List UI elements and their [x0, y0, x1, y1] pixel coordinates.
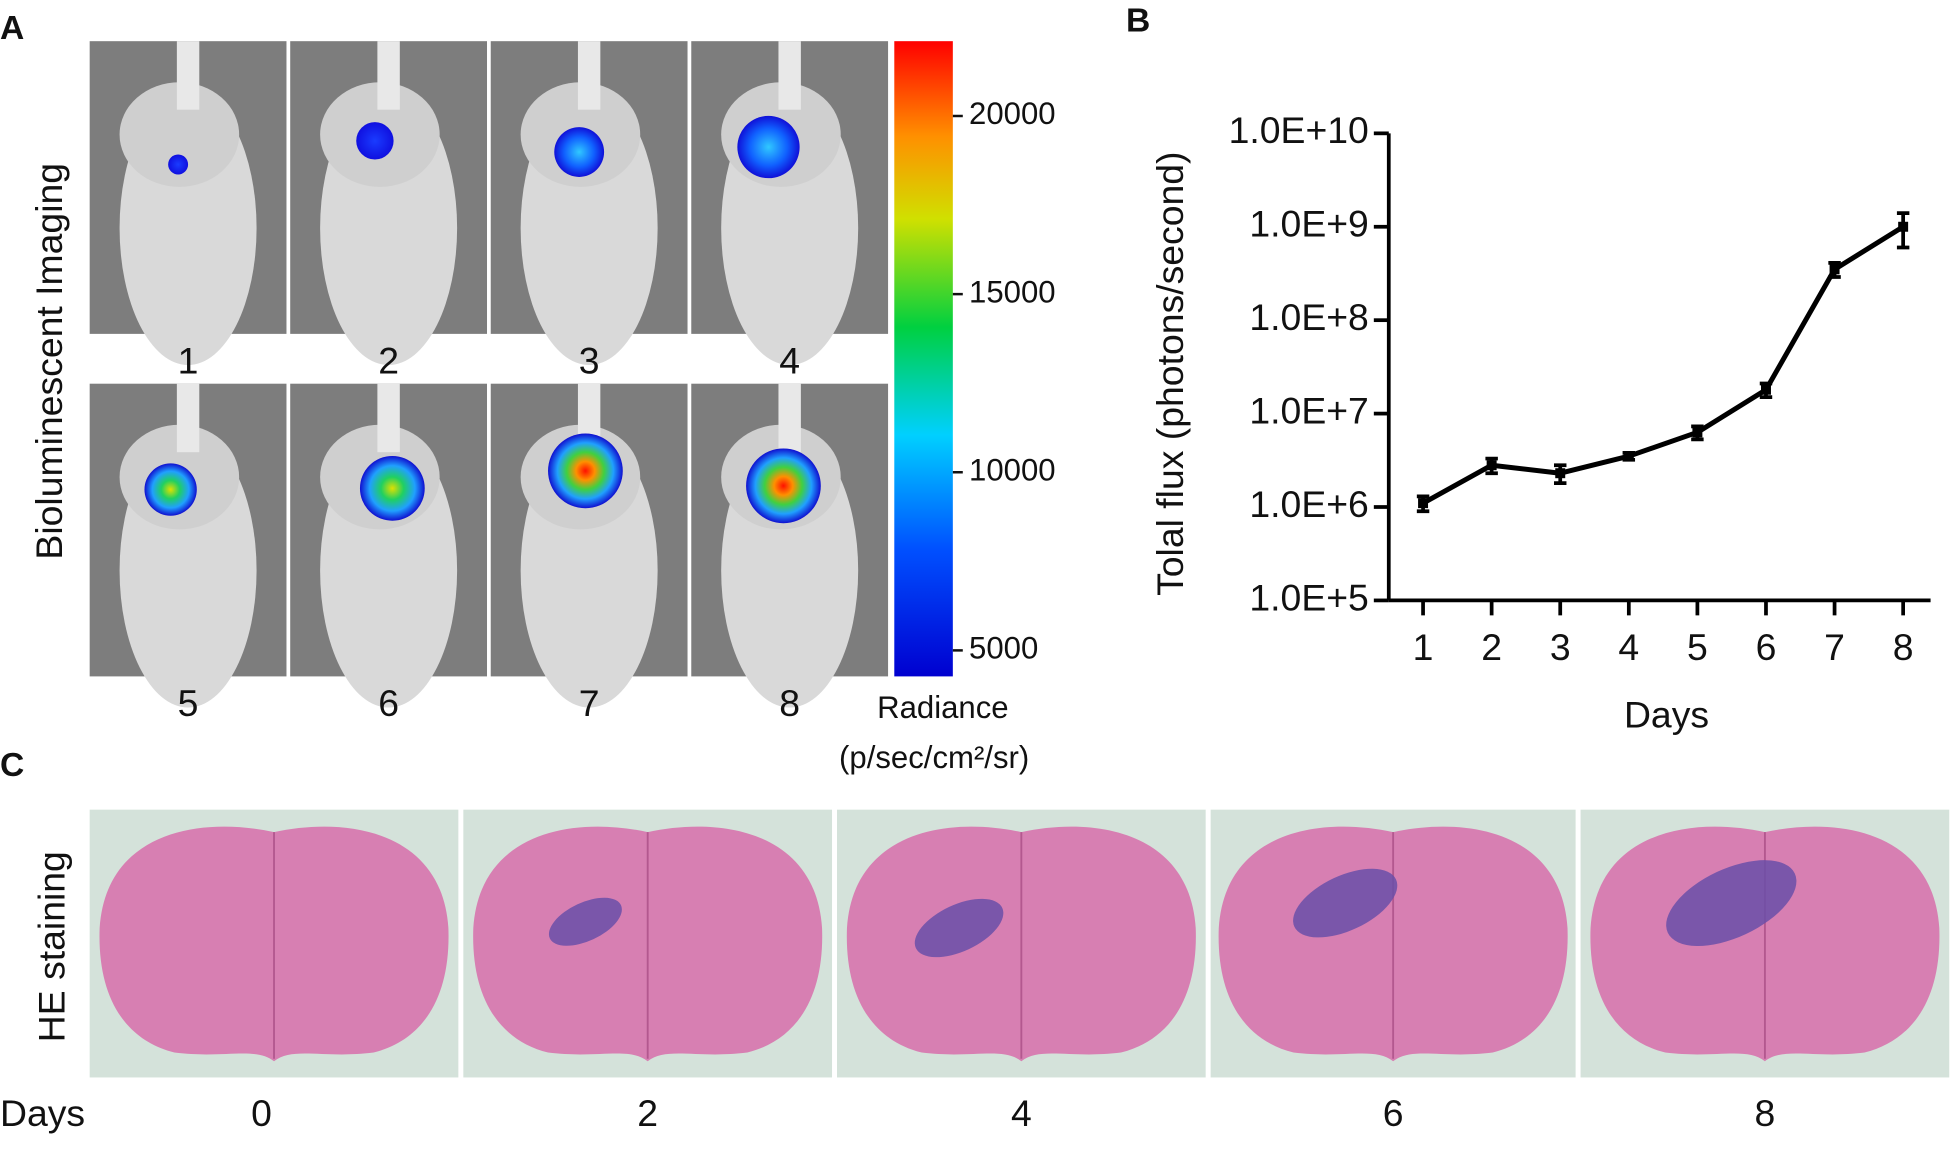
signal — [144, 463, 197, 516]
x-tick-label: 4 — [1618, 626, 1639, 668]
colorbar-tick-label: 15000 — [969, 274, 1056, 309]
data-line — [1421, 224, 1905, 506]
panel-a-title: Bioluminescent Imaging — [28, 163, 70, 560]
colorbar-tick-label: 5000 — [969, 631, 1038, 666]
signal — [359, 455, 425, 521]
x-tick-label: 6 — [1756, 626, 1777, 668]
data-point — [1418, 498, 1429, 509]
mouse-images: 1 2 3 4 5 6 7 8 — [89, 41, 889, 724]
he-label: 4 — [1011, 1092, 1032, 1134]
x-tick-label: 1 — [1413, 626, 1434, 668]
nose-cone — [778, 41, 801, 110]
he-label: 0 — [251, 1092, 272, 1134]
signal — [737, 115, 800, 179]
image-label: 5 — [178, 682, 199, 724]
image-label: 2 — [378, 340, 399, 382]
data-point — [1486, 460, 1497, 471]
y-tick-label: 1.0E+10 — [1229, 109, 1369, 151]
data-point — [1829, 264, 1840, 275]
data-point — [1692, 427, 1703, 438]
x-tick-label: 3 — [1550, 626, 1571, 668]
signal — [356, 122, 394, 160]
he-label: 6 — [1383, 1092, 1404, 1134]
nose-cone — [377, 41, 400, 110]
signal — [168, 154, 189, 175]
y-tick-label: 1.0E+7 — [1249, 389, 1368, 431]
he-images: 0 2 4 6 8 — [89, 809, 1950, 1134]
colorbar-label: Radiance — [877, 690, 1009, 725]
x-tick-label: 2 — [1481, 626, 1502, 668]
x-tick-label: 8 — [1893, 626, 1914, 668]
colorbar-tick-label: 20000 — [969, 96, 1056, 131]
panel-label: B — [1126, 2, 1150, 39]
data-point — [1555, 468, 1566, 479]
tumor — [914, 898, 1004, 958]
panel-label: C — [0, 747, 24, 784]
panel-label: A — [0, 10, 24, 47]
image-label: 7 — [579, 682, 600, 724]
y-tick-label: 1.0E+8 — [1249, 296, 1368, 338]
colorbar-unit: (p/sec/cm²/sr) — [839, 740, 1029, 775]
data-point — [1760, 384, 1771, 395]
signal — [746, 448, 821, 524]
signal — [548, 433, 623, 509]
image-label: 1 — [178, 340, 199, 382]
y-axis-title: Tolal flux (photons/second) — [1149, 152, 1191, 596]
signal — [554, 127, 605, 177]
he-label: 8 — [1755, 1092, 1776, 1134]
nose-cone — [176, 383, 200, 453]
tumor — [548, 897, 622, 946]
x-axis-title: Days — [1624, 693, 1709, 735]
colorbar-tick-label: 10000 — [969, 452, 1056, 487]
image-label: 8 — [779, 682, 800, 724]
nose-cone — [778, 383, 801, 453]
image-label: 3 — [579, 340, 600, 382]
x-tick-label: 7 — [1824, 626, 1845, 668]
tumor — [1666, 860, 1797, 946]
y-tick-label: 1.0E+6 — [1249, 483, 1368, 525]
data-point — [1623, 451, 1634, 462]
mouse-head — [119, 82, 240, 187]
panel-c-title: HE staining — [31, 851, 73, 1042]
x-tick-label: 5 — [1687, 626, 1708, 668]
he-label: 2 — [637, 1092, 658, 1134]
colorbar — [894, 41, 953, 677]
tumor — [1293, 868, 1398, 938]
line-chart: 1.0E+5 1.0E+6 1.0E+7 1.0E+8 1.0E+9 1.0E+10 1 2 3… — [1229, 109, 1931, 668]
nose-cone — [577, 41, 601, 110]
data-point — [1898, 221, 1909, 232]
panel-c-axis-label: Days — [0, 1092, 85, 1134]
nose-cone — [377, 383, 400, 453]
y-tick-label: 1.0E+5 — [1249, 576, 1368, 618]
image-label: 6 — [378, 682, 399, 724]
image-label: 4 — [779, 340, 800, 382]
nose-cone — [176, 41, 200, 110]
y-tick-label: 1.0E+9 — [1249, 203, 1368, 245]
